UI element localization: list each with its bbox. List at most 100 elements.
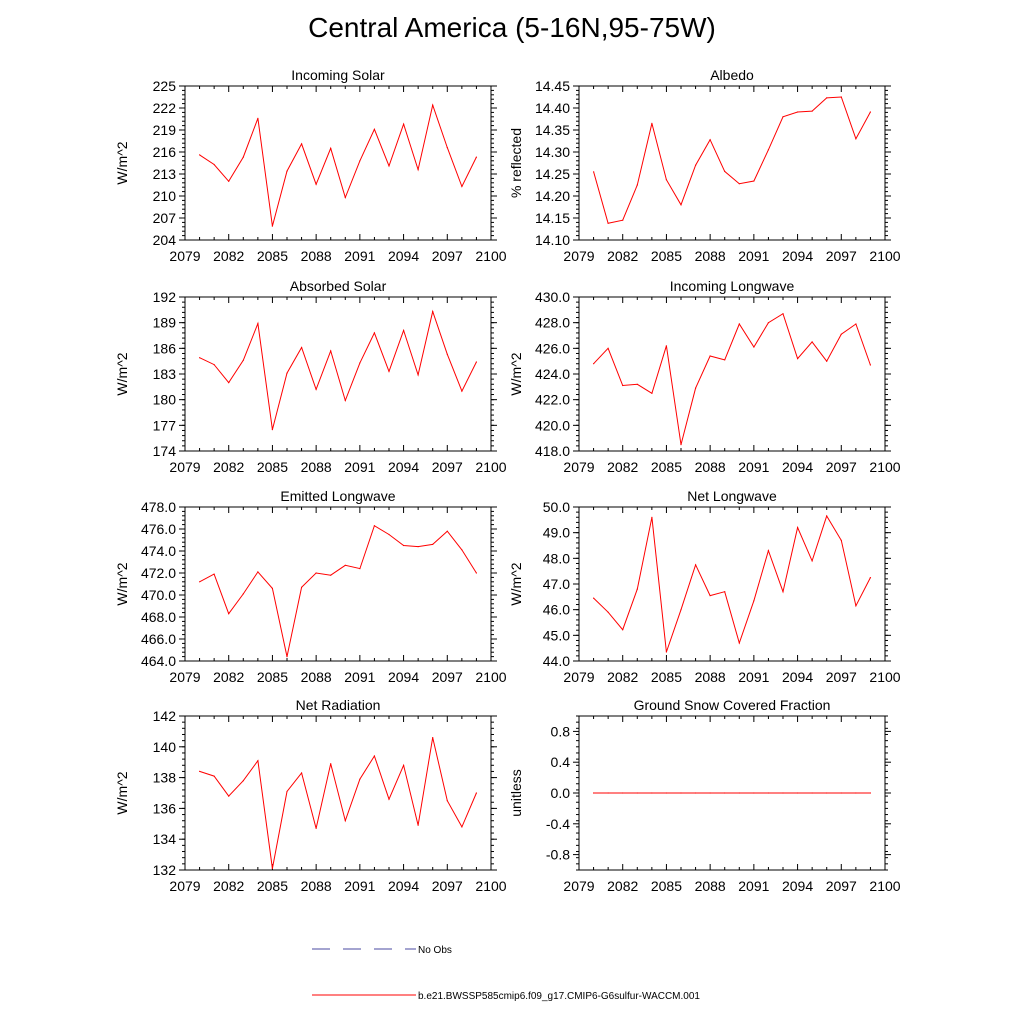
y-axis-label: W/m^2 bbox=[114, 141, 130, 184]
data-point bbox=[403, 123, 405, 125]
legend: No Obs b.e21.BWSSP585cmip6.f09_g17.CMIP6… bbox=[312, 945, 700, 1002]
y-axis-label: W/m^2 bbox=[508, 352, 524, 395]
panel-title: Absorbed Solar bbox=[290, 278, 387, 294]
x-tick-label: 2094 bbox=[388, 878, 419, 894]
data-point bbox=[257, 322, 259, 325]
data-point bbox=[461, 826, 463, 828]
plot-frame bbox=[578, 296, 886, 452]
panel-title: Ground Snow Covered Fraction bbox=[634, 697, 831, 713]
data-point bbox=[344, 196, 346, 199]
data-point bbox=[213, 775, 215, 777]
x-tick-label: 2091 bbox=[738, 669, 769, 685]
data-point bbox=[855, 138, 857, 140]
x-tick-label: 2079 bbox=[169, 459, 200, 475]
data-point bbox=[199, 154, 201, 156]
x-tick-label: 2085 bbox=[651, 878, 682, 894]
x-tick-label: 2094 bbox=[782, 878, 813, 894]
page-title: Central America (5-16N,95-75W) bbox=[308, 12, 716, 43]
data-point bbox=[242, 593, 244, 595]
data-point bbox=[446, 147, 448, 149]
series-line bbox=[593, 514, 871, 653]
data-point bbox=[767, 149, 770, 151]
data-point bbox=[680, 792, 682, 794]
x-tick-label: 2088 bbox=[301, 248, 332, 264]
y-tick-label: 418.0 bbox=[535, 443, 570, 459]
y-tick-label: 222 bbox=[153, 100, 177, 116]
y-tick-label: 428.0 bbox=[535, 315, 570, 331]
x-tick-label: 2094 bbox=[782, 248, 813, 264]
y-tick-label: 177 bbox=[153, 417, 177, 433]
x-tick-label: 2082 bbox=[607, 669, 638, 685]
x-tick-label: 2079 bbox=[169, 248, 200, 264]
data-point bbox=[738, 323, 740, 325]
x-tick-label: 2094 bbox=[388, 248, 419, 264]
data-point bbox=[301, 143, 303, 145]
x-tick-label: 2097 bbox=[826, 459, 857, 475]
data-point bbox=[330, 574, 332, 576]
x-tick-label: 2091 bbox=[738, 878, 769, 894]
panel-3: Absorbed Solar W/m^2 2079 2082 2085 2088 2091 2… bbox=[114, 278, 507, 475]
y-tick-label: 474.0 bbox=[141, 543, 176, 559]
y-tick-label: 189 bbox=[153, 315, 177, 331]
x-tick-label: 2097 bbox=[826, 878, 857, 894]
x-tick-label: 2079 bbox=[169, 669, 200, 685]
y-tick-label: 464.0 bbox=[141, 653, 176, 669]
panel-title: Net Radiation bbox=[296, 697, 381, 713]
x-tick-label: 2100 bbox=[475, 878, 506, 894]
y-axis-label: unitless bbox=[508, 769, 524, 816]
data-point bbox=[461, 549, 463, 551]
data-point bbox=[636, 184, 638, 186]
data-point bbox=[228, 382, 230, 384]
data-point bbox=[680, 444, 682, 446]
data-point bbox=[826, 792, 828, 794]
data-point bbox=[869, 577, 872, 579]
data-point bbox=[680, 204, 682, 206]
y-tick-label: 44.0 bbox=[543, 653, 570, 669]
data-point bbox=[738, 792, 740, 794]
x-tick-label: 2079 bbox=[563, 248, 594, 264]
data-point bbox=[388, 798, 390, 800]
data-point bbox=[271, 429, 273, 431]
y-tick-label: 0.0 bbox=[551, 785, 571, 801]
y-tick-label: 174 bbox=[153, 443, 177, 459]
data-point bbox=[695, 387, 697, 389]
data-point bbox=[724, 792, 726, 794]
y-tick-label: 132 bbox=[153, 862, 177, 878]
data-point bbox=[797, 792, 799, 794]
data-point bbox=[475, 792, 477, 794]
x-tick-label: 2085 bbox=[257, 248, 288, 264]
y-tick-label: 186 bbox=[153, 340, 177, 356]
data-point bbox=[636, 792, 638, 794]
data-point bbox=[593, 363, 595, 365]
x-tick-label: 2091 bbox=[738, 459, 769, 475]
data-point bbox=[607, 792, 609, 794]
data-point bbox=[607, 222, 609, 224]
data-point bbox=[811, 341, 813, 343]
data-point bbox=[475, 156, 477, 158]
series-line bbox=[199, 524, 477, 657]
y-tick-label: 14.20 bbox=[535, 188, 570, 204]
x-tick-label: 2091 bbox=[344, 248, 375, 264]
data-point bbox=[869, 111, 872, 113]
panel-7: Net Radiation W/m^2 2079 2082 2085 2088 2091 20… bbox=[114, 697, 507, 894]
y-tick-label: 0.4 bbox=[551, 754, 571, 770]
x-tick-label: 2082 bbox=[213, 878, 244, 894]
data-point bbox=[607, 611, 609, 613]
data-point bbox=[373, 525, 375, 527]
y-tick-label: 476.0 bbox=[141, 521, 176, 537]
x-tick-label: 2088 bbox=[301, 878, 332, 894]
data-point bbox=[797, 358, 799, 360]
series-line bbox=[199, 309, 477, 430]
plot-frame bbox=[184, 715, 492, 871]
data-point bbox=[782, 792, 784, 794]
series-line bbox=[199, 737, 477, 869]
data-point bbox=[359, 568, 361, 570]
data-point bbox=[724, 170, 726, 172]
x-tick-label: 2085 bbox=[257, 669, 288, 685]
x-tick-label: 2097 bbox=[826, 248, 857, 264]
data-point bbox=[271, 225, 273, 227]
data-point bbox=[432, 104, 434, 106]
data-point bbox=[709, 355, 711, 357]
y-tick-label: 468.0 bbox=[141, 609, 176, 625]
data-point bbox=[315, 827, 317, 830]
